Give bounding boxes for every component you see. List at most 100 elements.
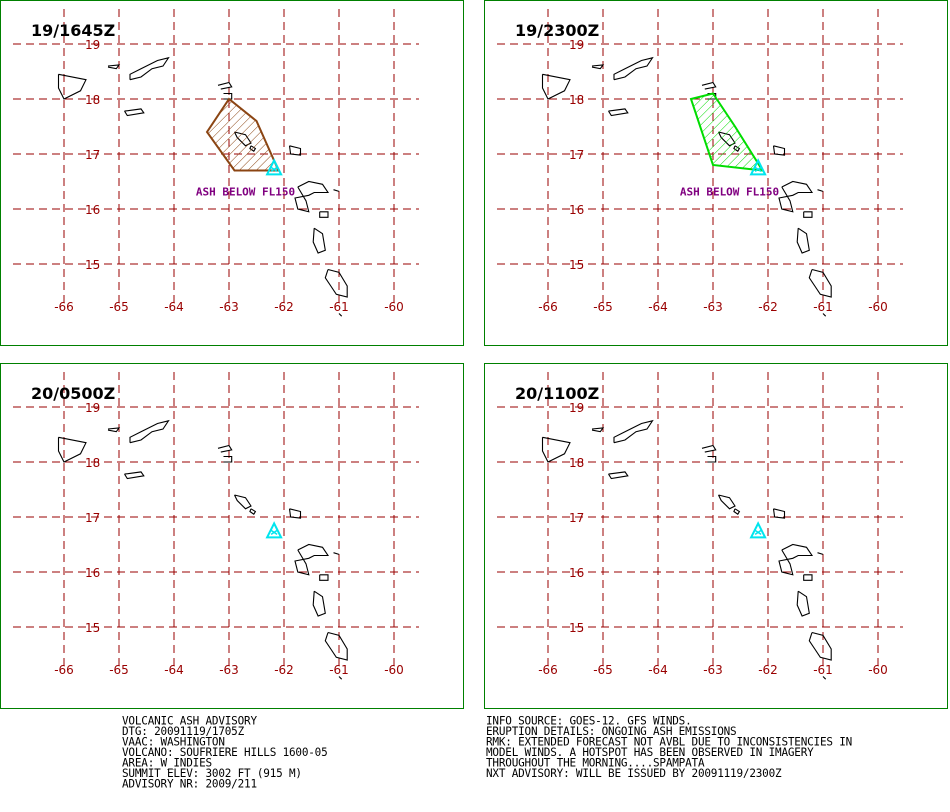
latitude-tick-label: 19	[569, 38, 584, 52]
longitude-tick-label: -60	[868, 663, 888, 677]
latitude-tick-label: 17	[85, 148, 100, 162]
longitude-tick-label: -62	[758, 663, 778, 677]
ash-altitude-label: ASH BELOW FL150	[196, 185, 295, 198]
latitude-tick-label: 16	[569, 203, 584, 217]
longitude-tick-label: -66	[538, 300, 558, 314]
martinique-island	[324, 268, 348, 298]
puerto-rico-island	[57, 436, 87, 463]
puerto-rico-island	[541, 73, 571, 100]
ash-map: ASH BELOW FL150 -66 -65 -64 -63 -62 -61 -60 19 18…	[13, 9, 419, 317]
advisory-next: NXT ADVISORY: WILL BE ISSUED BY 20091119…	[486, 766, 782, 781]
latitude-tick-label: 17	[85, 511, 100, 525]
longitude-tick-label: -64	[648, 300, 668, 314]
st-lucia-island	[338, 676, 343, 680]
longitude-tick-label: -65	[109, 663, 129, 677]
puerto-rico-island	[57, 73, 87, 100]
longitude-tick-label: -62	[274, 663, 294, 677]
st-kitts-island	[718, 494, 736, 510]
st-croix-island	[124, 471, 145, 480]
vieques-island	[107, 64, 121, 70]
longitude-tick-label: -61	[329, 663, 349, 677]
latitude-tick-label: 18	[85, 93, 100, 107]
ash-cloud-polygon	[205, 97, 281, 172]
latitude-tick-label: 19	[85, 38, 100, 52]
dominica-island	[312, 590, 326, 617]
advisory-info-source: INFO SOURCE: GOES-12. GFS WINDS.	[486, 713, 692, 728]
latitude-tick-label: 15	[569, 621, 584, 635]
st-lucia-island	[822, 313, 827, 317]
panel-time-label: 20/0500Z	[31, 384, 116, 403]
longitude-tick-label: -64	[164, 300, 184, 314]
st-martin-island	[223, 455, 233, 463]
volcano-icon	[749, 158, 767, 176]
latitude-tick-label: 18	[85, 456, 100, 470]
st-martin-island	[223, 92, 233, 100]
advisory-vaac: VAAC: WASHINGTON	[122, 734, 225, 749]
ash-map: -66 -65 -64 -63 -62 -61 -60 19 18 17 16 15	[497, 372, 903, 680]
latitude-tick-label: 17	[569, 511, 584, 525]
longitude-tick-label: -63	[219, 663, 239, 677]
antigua-island	[288, 145, 302, 156]
st-croix-island	[124, 108, 145, 117]
puerto-rico-island	[541, 436, 571, 463]
coastlines	[541, 419, 832, 680]
longitude-tick-label: -60	[384, 300, 404, 314]
nevis-island	[249, 508, 257, 515]
marie-galante-island	[319, 211, 329, 218]
la-desirade-island	[817, 189, 824, 192]
longitude-tick-label: -61	[813, 663, 833, 677]
longitude-tick-label: -65	[593, 663, 613, 677]
dominica-island	[312, 227, 326, 254]
advisory-remark-line: THROUGHOUT THE MORNING....SPAMPATA	[486, 755, 705, 770]
antigua-island	[772, 508, 786, 519]
panel-time-label: 19/2300Z	[515, 21, 600, 40]
la-desirade-island	[817, 552, 824, 555]
longitude-tick-label: -61	[329, 300, 349, 314]
latitude-tick-label: 15	[569, 258, 584, 272]
ash-altitude-label: ASH BELOW FL150	[680, 185, 779, 198]
latitude-tick-label: 17	[569, 148, 584, 162]
volcano-icon	[749, 521, 767, 539]
antigua-island	[772, 145, 786, 156]
forecast-panel-20-1100z: -66 -65 -64 -63 -62 -61 -60 19 18 17 16 15 20/1100Z	[484, 363, 948, 709]
guadeloupe-island	[294, 180, 330, 213]
longitude-tick-label: -63	[219, 300, 239, 314]
ash-map: -66 -65 -64 -63 -62 -61 -60 19 18 17 16 15	[13, 372, 419, 680]
longitude-tick-label: -60	[868, 300, 888, 314]
anguilla-island	[217, 81, 233, 90]
advisory-remark-line: MODEL WINDS. A HOTSPOT HAS BEEN OBSERVED…	[486, 745, 814, 760]
anguilla-island	[701, 444, 717, 453]
advisory-remark-line: RMK: EXTENDED FORECAST NOT AVBL DUE TO I…	[486, 734, 853, 749]
longitude-tick-label: -61	[813, 300, 833, 314]
forecast-panel-19-1645z: ASH BELOW FL150 -66 -65 -64 -63 -62 -61 -60 19 18…	[0, 0, 464, 346]
latitude-tick-label: 16	[569, 566, 584, 580]
longitude-tick-label: -63	[703, 300, 723, 314]
lat-lon-grid	[13, 9, 419, 306]
vieques-island	[591, 427, 605, 433]
panel-time-label: 19/1645Z	[31, 21, 116, 40]
advisory-eruption-details: ERUPTION DETAILS: ONGOING ASH EMISSIONS	[486, 724, 737, 739]
longitude-tick-label: -64	[164, 663, 184, 677]
advisory-header-block: VOLCANIC ASH ADVISORY DTG: 20091119/1705…	[122, 713, 328, 790]
antigua-island	[288, 508, 302, 519]
longitude-tick-label: -60	[384, 663, 404, 677]
guadeloupe-island	[778, 543, 814, 576]
latitude-tick-label: 15	[85, 258, 100, 272]
st-lucia-island	[338, 313, 343, 317]
marie-galante-island	[803, 574, 813, 581]
longitude-tick-label: -65	[109, 300, 129, 314]
advisory-area: AREA: W_INDIES	[122, 755, 212, 770]
longitude-tick-label: -64	[648, 663, 668, 677]
virgin-islands	[129, 56, 170, 81]
vieques-island	[107, 427, 121, 433]
anguilla-island	[701, 81, 717, 90]
latitude-tick-label: 15	[85, 621, 100, 635]
virgin-islands	[613, 56, 654, 81]
longitude-tick-label: -66	[54, 300, 74, 314]
dominica-island	[796, 227, 810, 254]
anguilla-island	[217, 444, 233, 453]
longitude-tick-label: -62	[274, 300, 294, 314]
virgin-islands	[613, 419, 654, 444]
latitude-tick-label: 18	[569, 93, 584, 107]
advisory-title: VOLCANIC ASH ADVISORY	[122, 713, 257, 728]
